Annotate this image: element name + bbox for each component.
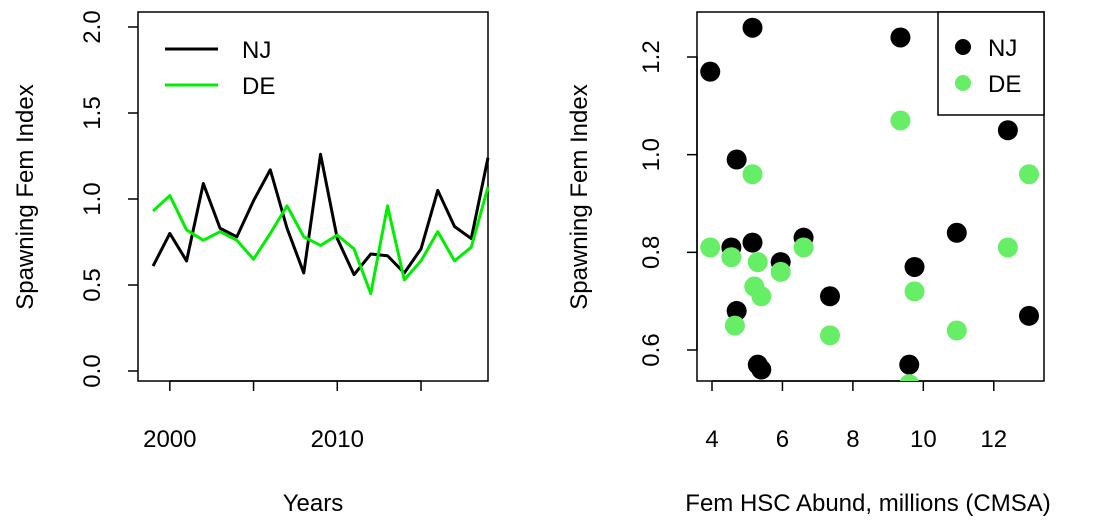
point-nj — [751, 359, 772, 380]
point-nj — [890, 27, 911, 48]
series-line-de — [152, 186, 490, 296]
point-de — [742, 164, 763, 185]
x-tick-label: 4 — [705, 426, 718, 453]
x-axis-title: Fem HSC Abund, millions (CMSA) — [685, 490, 1050, 517]
point-de — [751, 286, 772, 307]
y-tick-label: 0.8 — [638, 236, 665, 269]
series-line-nj — [151, 152, 490, 277]
point-de — [1019, 164, 1039, 185]
point-de — [770, 261, 791, 282]
point-nj — [742, 17, 763, 38]
legend-marker — [955, 39, 971, 55]
point-nj — [899, 354, 920, 375]
y-tick-label: 1.0 — [638, 138, 665, 171]
point-nj — [904, 256, 925, 277]
y-axis-title: Spawning Fem Index — [566, 84, 593, 309]
y-tick-label: 2.0 — [79, 10, 106, 43]
x-tick-label: 2010 — [311, 426, 364, 453]
x-axis-title: Years — [283, 490, 344, 517]
legend-label: NJ — [988, 35, 1017, 62]
point-de — [946, 320, 967, 341]
point-nj — [726, 149, 747, 170]
y-tick-label: 0.6 — [638, 333, 665, 366]
x-tick-label: 8 — [846, 426, 859, 453]
x-tick-label: 6 — [776, 426, 789, 453]
point-nj — [946, 222, 967, 243]
y-tick-label: 1.5 — [79, 96, 106, 129]
legend-label: DE — [988, 71, 1021, 98]
time-series-panel: 2000 2010 0.0 0.5 1.0 1.5 2.0 Years Spawning Fem… — [12, 10, 490, 517]
point-de — [747, 252, 768, 273]
point-de — [997, 237, 1018, 258]
point-de — [890, 110, 911, 131]
point-de — [819, 325, 840, 346]
x-tick-label: 2000 — [143, 426, 196, 453]
y-tick-label: 0.5 — [79, 268, 106, 301]
scatter-panel: 4 6 8 10 12 0.6 0.8 1.0 1.2 Fem HSC Abund, millio… — [566, 11, 1051, 517]
x-tick-label: 12 — [980, 426, 1007, 453]
point-nj — [997, 120, 1018, 141]
y-tick-label: 1.2 — [638, 40, 665, 73]
point-nj — [1019, 305, 1039, 326]
point-nj — [742, 232, 763, 253]
y-tick-label: 1.0 — [79, 182, 106, 215]
point-de — [793, 237, 814, 258]
x-tick-label: 10 — [910, 426, 937, 453]
scatter-points — [700, 17, 1039, 381]
point-nj — [819, 286, 840, 307]
point-de — [899, 374, 919, 381]
point-de — [700, 237, 721, 258]
y-tick-label: 0.0 — [79, 354, 106, 387]
legend-label: DE — [242, 73, 275, 100]
point-nj — [700, 61, 721, 82]
y-axis-title: Spawning Fem Index — [12, 84, 39, 309]
legend-box — [937, 11, 1045, 116]
point-de — [724, 315, 745, 336]
legend-marker — [955, 75, 971, 91]
point-nj — [726, 300, 747, 321]
point-de — [721, 247, 742, 268]
point-de — [904, 281, 925, 302]
legend-label: NJ — [242, 37, 271, 64]
